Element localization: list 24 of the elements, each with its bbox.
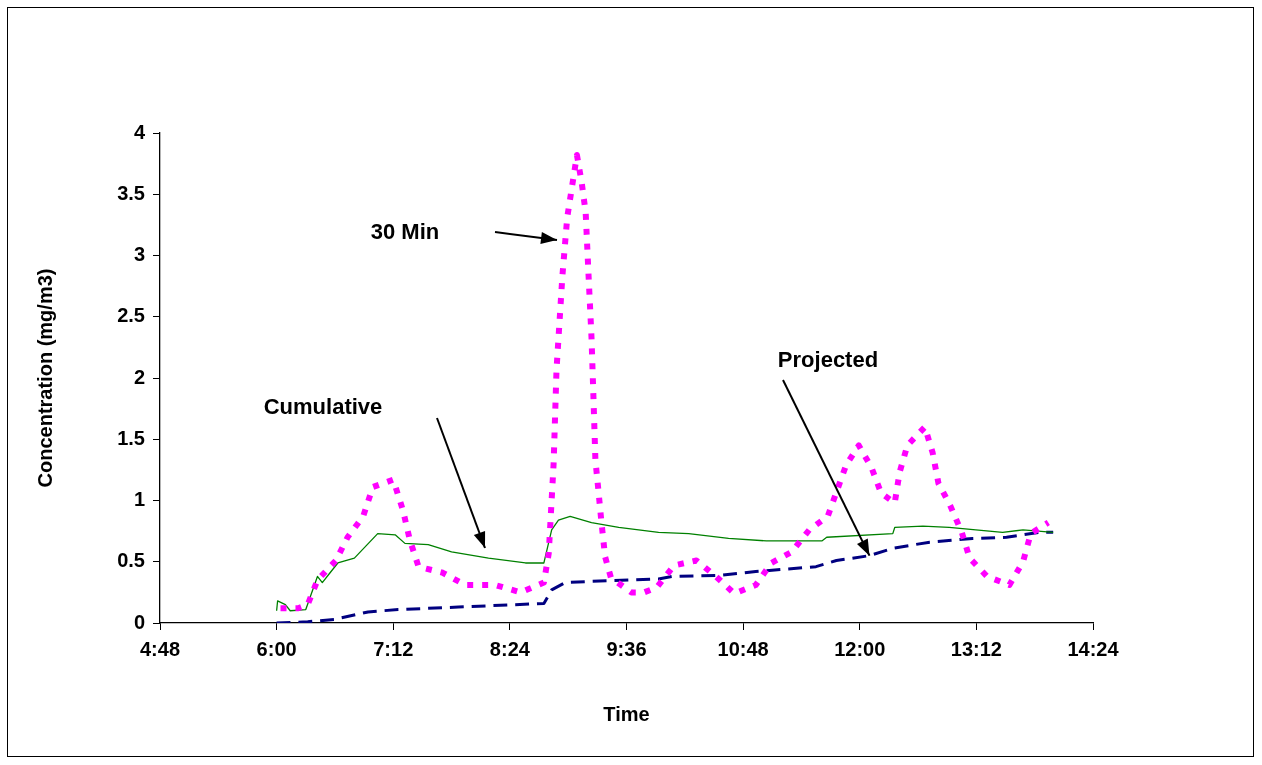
- annotation: 30 Min: [370, 219, 440, 245]
- x-axis-title: Time: [603, 702, 650, 725]
- x-tick-label: 12:00: [834, 637, 886, 660]
- x-tick-label: 6:00: [256, 637, 297, 660]
- x-tick-label: 13:12: [950, 637, 1002, 660]
- x-tick-label: 8:24: [489, 637, 531, 660]
- y-tick-label: 2: [133, 365, 145, 388]
- x-tick-label: 7:12: [373, 637, 414, 660]
- annotation: Projected: [777, 347, 879, 373]
- x-tick-label: 14:24: [1067, 637, 1120, 660]
- y-tick-label: 3: [133, 243, 145, 266]
- x-tick-label: 9:36: [606, 637, 647, 660]
- y-tick-label: 0.5: [117, 549, 145, 572]
- annotation: Cumulative: [263, 394, 383, 420]
- x-tick-label: 4:48: [139, 637, 181, 660]
- x-tick-label: 10:48: [717, 637, 769, 660]
- y-tick-label: 2.5: [117, 304, 145, 327]
- y-tick-label: 3.5: [117, 181, 145, 204]
- y-tick-label: 0: [133, 610, 145, 633]
- y-axis-title: Concentration (mg/m3): [33, 268, 56, 488]
- y-tick-label: 1: [133, 488, 145, 511]
- y-tick-label: 4: [133, 120, 146, 143]
- line-series: [275, 530, 1055, 623]
- y-tick-label: 1.5: [117, 426, 145, 449]
